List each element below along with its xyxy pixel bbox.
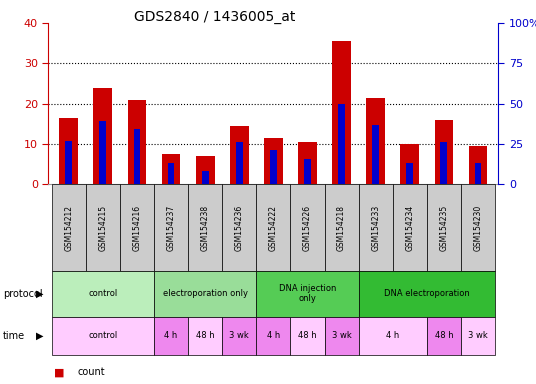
Text: 4 h: 4 h <box>386 331 399 341</box>
Text: GSM154216: GSM154216 <box>132 204 142 251</box>
Bar <box>230 126 249 184</box>
Text: 3 wk: 3 wk <box>229 331 249 341</box>
Bar <box>406 163 413 184</box>
Text: GSM154237: GSM154237 <box>167 204 175 251</box>
Text: control: control <box>88 289 117 298</box>
Text: GSM154235: GSM154235 <box>440 204 449 251</box>
Bar <box>59 118 78 184</box>
Text: GSM154215: GSM154215 <box>98 204 107 251</box>
Text: 4 h: 4 h <box>267 331 280 341</box>
Bar <box>236 142 243 184</box>
Bar <box>168 163 174 184</box>
Bar <box>270 151 277 184</box>
Text: GSM154238: GSM154238 <box>200 204 210 251</box>
Text: protocol: protocol <box>3 289 42 299</box>
Bar <box>298 142 317 184</box>
Text: ▶: ▶ <box>36 331 44 341</box>
Text: GSM154212: GSM154212 <box>64 205 73 250</box>
Bar <box>264 138 282 184</box>
Bar <box>99 121 106 184</box>
Bar <box>128 100 146 184</box>
Bar <box>332 41 351 184</box>
Text: 48 h: 48 h <box>298 331 317 341</box>
Text: GSM154236: GSM154236 <box>235 204 244 251</box>
Text: GSM154234: GSM154234 <box>405 204 414 251</box>
Bar <box>304 159 311 184</box>
Text: GSM154222: GSM154222 <box>269 205 278 250</box>
Text: ■: ■ <box>54 367 64 377</box>
Text: electroporation only: electroporation only <box>162 289 248 298</box>
Bar <box>435 120 453 184</box>
Text: GSM154230: GSM154230 <box>473 204 482 251</box>
Text: count: count <box>78 367 106 377</box>
Bar <box>65 141 72 184</box>
Bar <box>133 129 140 184</box>
Text: GDS2840 / 1436005_at: GDS2840 / 1436005_at <box>134 10 295 23</box>
Text: DNA electroporation: DNA electroporation <box>384 289 470 298</box>
Bar <box>162 154 181 184</box>
Text: control: control <box>88 331 117 341</box>
Bar <box>474 163 481 184</box>
Text: GSM154226: GSM154226 <box>303 204 312 251</box>
Bar <box>366 98 385 184</box>
Bar <box>400 144 419 184</box>
Text: time: time <box>3 331 25 341</box>
Text: GSM154233: GSM154233 <box>371 204 380 251</box>
Bar <box>196 156 214 184</box>
Text: 4 h: 4 h <box>165 331 177 341</box>
Bar <box>468 146 487 184</box>
Bar <box>373 125 379 184</box>
Text: 3 wk: 3 wk <box>332 331 352 341</box>
Text: ▶: ▶ <box>36 289 44 299</box>
Bar <box>338 104 345 184</box>
Text: 3 wk: 3 wk <box>468 331 488 341</box>
Bar <box>441 142 448 184</box>
Text: 48 h: 48 h <box>196 331 214 341</box>
Text: GSM154218: GSM154218 <box>337 205 346 250</box>
Text: 48 h: 48 h <box>435 331 453 341</box>
Text: DNA injection
only: DNA injection only <box>279 284 336 303</box>
Bar <box>93 88 112 184</box>
Bar <box>202 171 209 184</box>
